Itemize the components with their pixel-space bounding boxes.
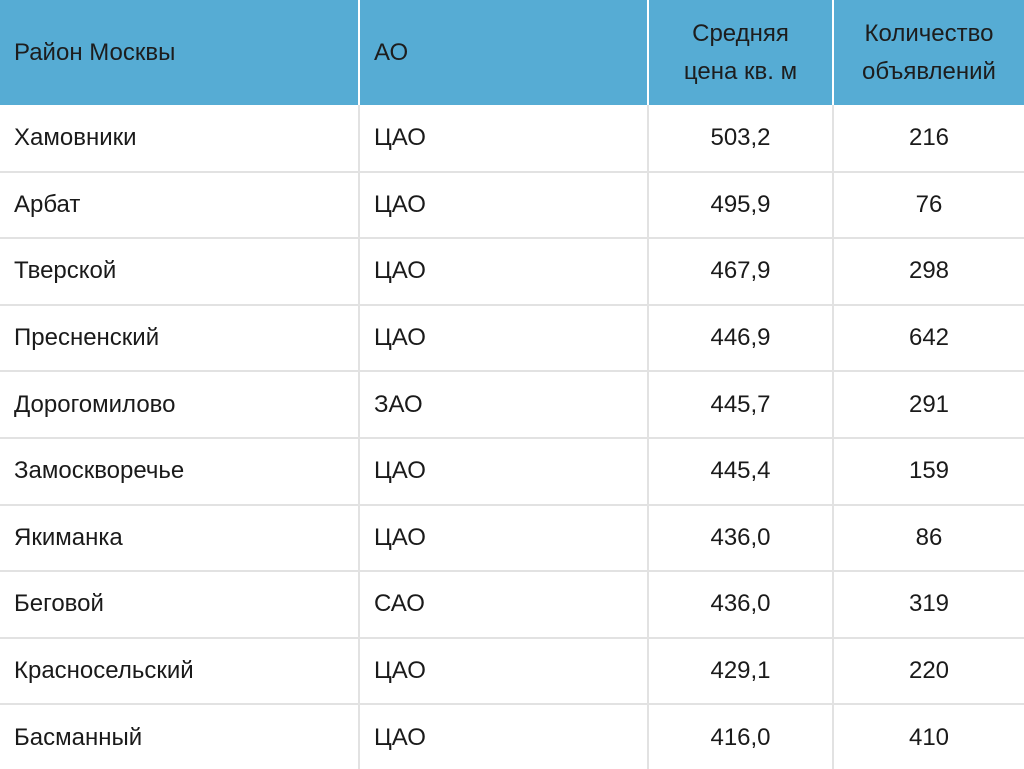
table-row[interactable]: Пресненский ЦАО 446,9 642	[0, 304, 1024, 373]
header-row: Район Москвы АО Средняя цена кв. м Колич…	[0, 0, 1024, 105]
cell-listing-count: 291	[833, 371, 1024, 439]
cell-district: Хамовники	[0, 105, 360, 173]
cell-district: Пресненский	[0, 304, 360, 373]
cell-listing-count: 410	[833, 704, 1024, 769]
cell-avg-price: 436,0	[648, 571, 834, 639]
header-avg-price[interactable]: Средняя цена кв. м	[648, 0, 834, 105]
cell-listing-count: 220	[833, 637, 1024, 706]
header-listing-count-line-1: Количество	[864, 19, 994, 47]
table-row[interactable]: Арбат ЦАО 495,9 76	[0, 171, 1024, 240]
cell-district: Дорогомилово	[0, 371, 360, 439]
cell-district: Замоскворечье	[0, 437, 360, 506]
cell-district: Арбат	[0, 171, 360, 240]
cell-listing-count: 298	[833, 238, 1024, 306]
cell-ao: ЦАО	[359, 105, 649, 173]
cell-ao: ЦАО	[359, 304, 649, 373]
cell-listing-count: 216	[833, 105, 1024, 173]
cell-listing-count: 76	[833, 171, 1024, 240]
cell-ao: ЗАО	[359, 371, 649, 439]
cell-district: Басманный	[0, 704, 360, 769]
cell-avg-price: 429,1	[648, 637, 834, 706]
header-district-label: Район Москвы	[14, 38, 176, 66]
cell-listing-count: 159	[833, 437, 1024, 506]
cell-avg-price: 445,4	[648, 437, 834, 506]
cell-ao: ЦАО	[359, 238, 649, 306]
table-row[interactable]: Басманный ЦАО 416,0 410	[0, 704, 1024, 769]
header-district[interactable]: Район Москвы	[0, 0, 360, 105]
table-header: Район Москвы АО Средняя цена кв. м Колич…	[0, 0, 1024, 105]
table-row[interactable]: Тверской ЦАО 467,9 298	[0, 238, 1024, 306]
table-row[interactable]: Красносельский ЦАО 429,1 220	[0, 637, 1024, 706]
cell-ao: ЦАО	[359, 171, 649, 240]
cell-avg-price: 495,9	[648, 171, 834, 240]
cell-ao: САО	[359, 571, 649, 639]
cell-avg-price: 416,0	[648, 704, 834, 769]
table-row[interactable]: Дорогомилово ЗАО 445,7 291	[0, 371, 1024, 439]
header-avg-price-line-2: цена кв. м	[683, 57, 798, 85]
header-listing-count-line-2: объявлений	[862, 57, 996, 85]
cell-ao: ЦАО	[359, 637, 649, 706]
cell-listing-count: 86	[833, 504, 1024, 573]
cell-district: Тверской	[0, 238, 360, 306]
table-row[interactable]: Хамовники ЦАО 503,2 216	[0, 105, 1024, 173]
cell-ao: ЦАО	[359, 704, 649, 769]
cell-listing-count: 642	[833, 304, 1024, 373]
cell-district: Беговой	[0, 571, 360, 639]
cell-listing-count: 319	[833, 571, 1024, 639]
cell-district: Красносельский	[0, 637, 360, 706]
cell-avg-price: 446,9	[648, 304, 834, 373]
cell-ao: ЦАО	[359, 437, 649, 506]
table-row[interactable]: Якиманка ЦАО 436,0 86	[0, 504, 1024, 573]
header-ao-label: АО	[374, 38, 409, 66]
cell-ao: ЦАО	[359, 504, 649, 573]
cell-avg-price: 503,2	[648, 105, 834, 173]
header-ao[interactable]: АО	[359, 0, 649, 105]
cell-avg-price: 436,0	[648, 504, 834, 573]
table-row[interactable]: Замоскворечье ЦАО 445,4 159	[0, 437, 1024, 506]
cell-avg-price: 445,7	[648, 371, 834, 439]
header-listing-count[interactable]: Количество объявлений	[833, 0, 1024, 105]
cell-district: Якиманка	[0, 504, 360, 573]
table-body: Хамовники ЦАО 503,2 216 Арбат ЦАО 495,9 76 Тверс…	[0, 105, 1024, 769]
cell-avg-price: 467,9	[648, 238, 834, 306]
table-row[interactable]: Беговой САО 436,0 319	[0, 571, 1024, 639]
header-avg-price-line-1: Средняя	[692, 19, 789, 47]
